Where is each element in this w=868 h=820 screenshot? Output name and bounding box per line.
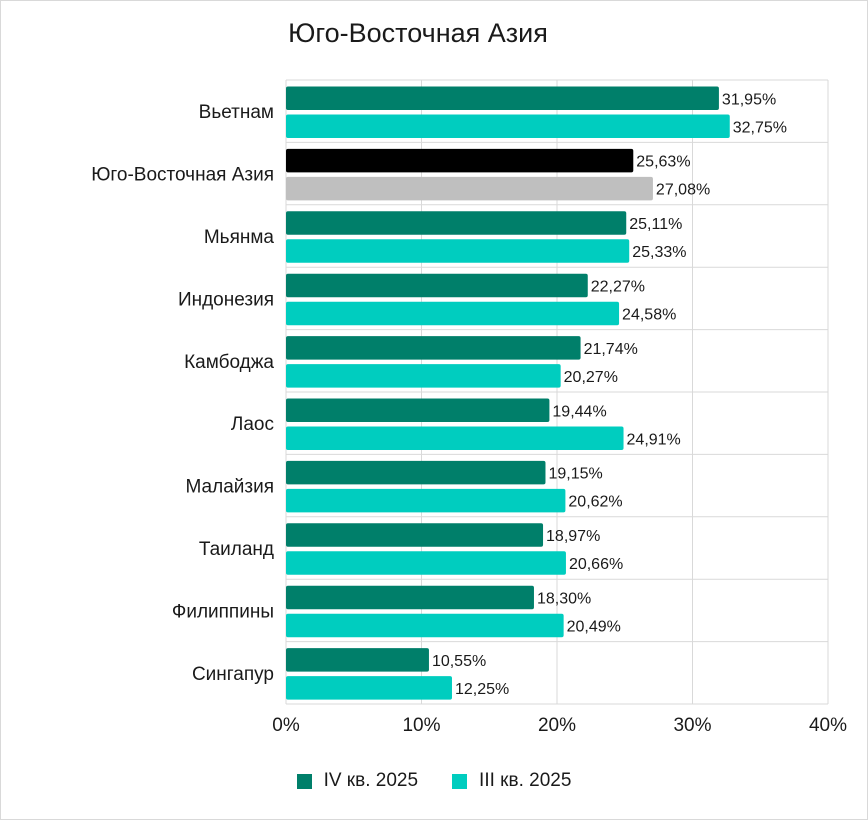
category-label: Малайзия (186, 477, 275, 498)
chart-title: Юго-Восточная Азия (288, 18, 548, 48)
category-label: Камбоджа (184, 352, 274, 373)
x-tick-label: 40% (809, 715, 847, 736)
bar-chart: 31,95% 32,75% 25,63% 27,08% 25,11% 25,33% 22,2… (91, 79, 847, 736)
bar (286, 585, 534, 610)
bar (286, 148, 634, 173)
data-label: 18,97% (546, 528, 600, 545)
x-tick-label: 10% (402, 715, 440, 736)
data-label: 25,63% (636, 154, 690, 171)
bar (286, 301, 620, 326)
legend: IV кв. 2025 III кв. 2025 (0, 770, 868, 792)
bar (286, 398, 550, 422)
bar (286, 460, 546, 485)
bar (286, 273, 588, 298)
legend-swatch (296, 773, 312, 789)
bar (286, 114, 730, 138)
bar (286, 364, 561, 388)
x-tick-label: 0% (272, 715, 300, 736)
category-label: Юго-Восточная Азия (91, 165, 274, 186)
category-label: Сингапур (192, 664, 274, 685)
bar (286, 551, 566, 575)
bar (286, 239, 630, 263)
legend-item-series-1: IV кв. 2025 (296, 770, 419, 792)
data-label: 20,62% (568, 494, 622, 511)
bar (286, 648, 429, 672)
data-label: 20,27% (564, 369, 618, 386)
category-label: Индонезия (178, 289, 274, 310)
data-label: 21,74% (584, 341, 638, 358)
bar (286, 336, 581, 360)
legend-label: IV кв. 2025 (323, 770, 419, 791)
legend-swatch (452, 773, 468, 789)
data-label: 20,66% (569, 556, 623, 573)
bar (286, 86, 719, 110)
data-label: 24,91% (627, 431, 681, 448)
bar (286, 523, 544, 547)
bar (286, 176, 653, 201)
legend-label: III кв. 2025 (479, 770, 572, 791)
data-label: 24,58% (622, 306, 676, 323)
category-label: Таиланд (199, 539, 274, 560)
x-tick-label: 30% (673, 715, 711, 736)
category-label: Мьянма (204, 227, 275, 248)
legend-item-series-2: III кв. 2025 (452, 770, 571, 792)
bar (286, 488, 566, 513)
category-label: Вьетнам (199, 102, 274, 123)
data-label: 22,27% (591, 278, 645, 295)
category-label: Филиппины (172, 601, 274, 622)
data-label: 25,33% (632, 244, 686, 261)
data-label: 25,11% (629, 216, 682, 233)
data-label: 19,15% (548, 466, 602, 483)
data-label: 32,75% (733, 119, 787, 136)
data-label: 12,25% (455, 681, 509, 698)
x-tick-label: 20% (538, 715, 576, 736)
bar (286, 613, 564, 638)
data-label: 19,44% (552, 403, 606, 420)
data-label: 10,55% (432, 653, 486, 670)
bar (286, 426, 624, 450)
data-label: 18,30% (537, 590, 591, 607)
data-label: 31,95% (722, 91, 776, 108)
category-label: Лаос (231, 414, 274, 435)
bar (286, 211, 627, 235)
data-label: 27,08% (656, 182, 710, 199)
data-label: 20,49% (567, 618, 621, 635)
bar (286, 676, 452, 700)
